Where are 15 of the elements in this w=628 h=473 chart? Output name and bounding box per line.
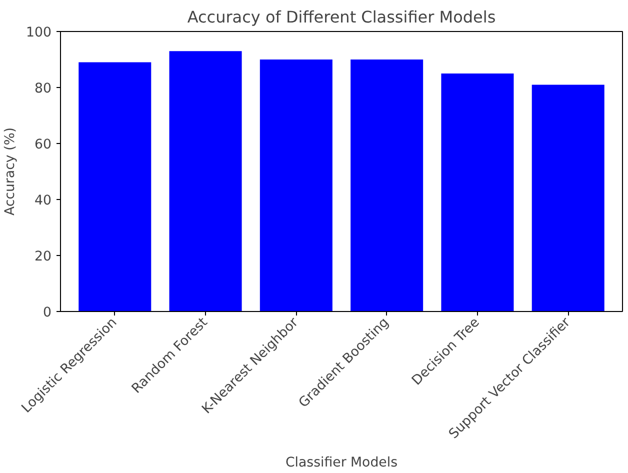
bar [350, 60, 424, 312]
y-tick-label: 60 [34, 138, 52, 152]
y-tick-label: 20 [34, 250, 52, 264]
bar [532, 84, 604, 312]
chart-title: Accuracy of Different Classifier Models [187, 8, 496, 26]
y-tick-label: 40 [34, 194, 52, 208]
bar [260, 60, 332, 312]
y-tick-label: 0 [43, 306, 52, 320]
y-tick-label: 100 [26, 26, 52, 40]
y-tick-label: 80 [34, 82, 52, 96]
bar [441, 74, 514, 312]
y-axis-title: Accuracy (%) [3, 127, 18, 216]
x-axis-title: Classifier Models [285, 455, 398, 470]
bar [169, 51, 242, 312]
bar [78, 62, 152, 312]
